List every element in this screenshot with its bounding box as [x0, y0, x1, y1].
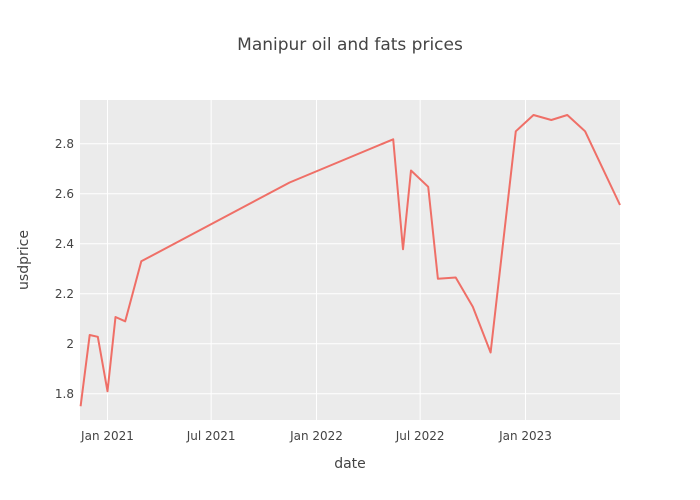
data-point[interactable]: [435, 276, 440, 281]
data-point[interactable]: [78, 404, 83, 409]
data-point[interactable]: [400, 247, 405, 252]
data-point[interactable]: [113, 315, 118, 320]
data-point[interactable]: [391, 137, 396, 142]
data-point[interactable]: [105, 389, 110, 394]
y-axis-title: usdprice: [16, 230, 32, 290]
axis-ticks: 1.8 2 2.2 2.4 2.6 2.8 Jan 2021 Jul 2021 Jan 2022…: [55, 137, 552, 443]
data-point[interactable]: [453, 275, 458, 280]
x-tick-label: Jul 2022: [395, 429, 445, 443]
data-point[interactable]: [408, 168, 413, 173]
x-tick-label: Jan 2022: [289, 429, 343, 443]
x-tick-label: Jan 2021: [80, 429, 134, 443]
chart-title: Manipur oil and fats prices: [237, 35, 463, 55]
data-point[interactable]: [426, 184, 431, 189]
x-tick-label: Jul 2021: [186, 429, 236, 443]
y-tick-label: 2.2: [55, 287, 74, 301]
y-tick-label: 1.8: [55, 387, 74, 401]
data-point[interactable]: [583, 129, 588, 134]
series-layer: [78, 113, 623, 409]
data-point[interactable]: [287, 180, 292, 185]
y-tick-label: 2.4: [55, 237, 74, 251]
data-point[interactable]: [139, 259, 144, 264]
y-tick-label: 2.6: [55, 187, 74, 201]
y-tick-label: 2: [66, 337, 74, 351]
data-point[interactable]: [95, 334, 100, 339]
data-point[interactable]: [531, 113, 536, 118]
y-tick-label: 2.8: [55, 137, 74, 151]
data-point[interactable]: [565, 113, 570, 118]
data-point[interactable]: [123, 319, 128, 324]
x-tick-label: Jan 2023: [498, 429, 552, 443]
data-point[interactable]: [618, 203, 623, 208]
gridlines: [80, 100, 620, 420]
data-point[interactable]: [513, 129, 518, 134]
data-point[interactable]: [87, 333, 92, 338]
series-line: [79, 114, 621, 407]
data-point[interactable]: [549, 118, 554, 123]
plot-area: [80, 100, 620, 420]
data-point[interactable]: [470, 304, 475, 309]
data-point[interactable]: [488, 350, 493, 355]
x-axis-title: date: [334, 456, 366, 472]
